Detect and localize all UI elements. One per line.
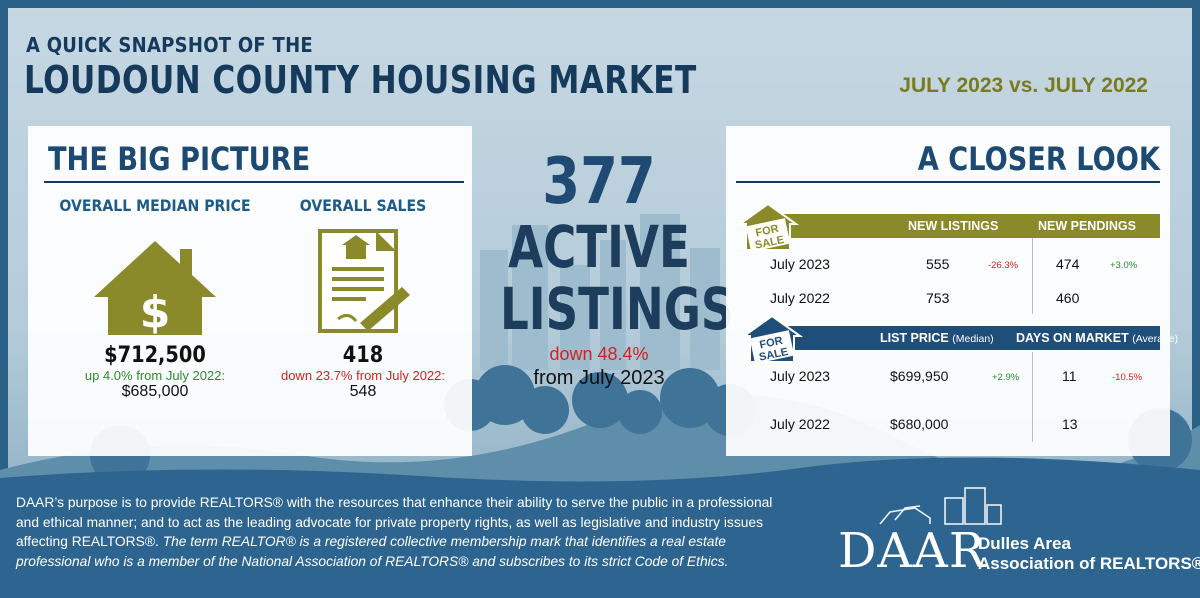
big-picture-divider bbox=[44, 181, 464, 183]
closer-look-panel: A CLOSER LOOK NEW LISTINGS NEW PENDINGS … bbox=[726, 126, 1178, 456]
logo-line1: Dulles Area bbox=[978, 534, 1071, 553]
t2-row1-price-delta: +2.9% bbox=[992, 372, 1020, 383]
table2-divider bbox=[1032, 352, 1033, 442]
house-dollar-icon: $ bbox=[42, 215, 268, 341]
new-listings-header: NEW LISTINGS bbox=[908, 219, 999, 233]
overall-sales-label: OVERALL SALES bbox=[299, 196, 427, 215]
t2-row2-days: 13 bbox=[1062, 416, 1078, 432]
for-sale-house-icon: FOR SALE bbox=[740, 314, 804, 364]
table2-header-bar: LIST PRICE (Median) DAYS ON MARKET (Aver… bbox=[772, 326, 1178, 350]
overall-sales-metric: OVERALL SALES 418 down 23.7% from July 2… bbox=[278, 196, 448, 401]
t2-row2-label: July 2022 bbox=[770, 416, 830, 432]
logo-wordmark: DAAR bbox=[838, 523, 986, 579]
header-kicker: A QUICK SNAPSHOT OF THE bbox=[26, 33, 313, 57]
active-word: ACTIVE bbox=[508, 213, 690, 281]
new-pendings-header: NEW PENDINGS bbox=[1038, 219, 1136, 233]
daar-logo: DAAR Dulles Area Association of REALTORS… bbox=[832, 486, 1200, 586]
for-sale-house-icon: FOR SALE bbox=[736, 202, 800, 252]
t1-row1-pendings-delta: +3.0% bbox=[1110, 260, 1138, 271]
svg-text:FOR: FOR bbox=[759, 335, 784, 352]
contract-signature-icon bbox=[278, 215, 448, 335]
svg-text:SALE: SALE bbox=[754, 234, 785, 252]
closer-look-divider bbox=[736, 181, 1160, 183]
t2-row2-price: $680,000 bbox=[890, 416, 949, 432]
table1-divider bbox=[1032, 238, 1033, 314]
comparison-period: JULY 2023 vs. JULY 2022 bbox=[899, 74, 1148, 97]
svg-text:$: $ bbox=[140, 287, 171, 335]
t2-row1-days-delta: -10.5% bbox=[1112, 372, 1143, 383]
median-price-change: up 4.0% from July 2022: bbox=[84, 368, 226, 383]
median-price-value: $712,500 bbox=[104, 343, 206, 368]
days-on-market-qualifier: (Average) bbox=[1132, 333, 1179, 345]
svg-text:SALE: SALE bbox=[758, 346, 789, 364]
median-price-metric: OVERALL MEDIAN PRICE $ $712,500 up 4.0% … bbox=[42, 196, 268, 401]
t1-row1-pendings: 474 bbox=[1056, 256, 1080, 272]
footer-purpose: DAAR’s purpose is to provide REALTORS® w… bbox=[16, 495, 773, 549]
listings-word: LISTINGS bbox=[499, 275, 734, 343]
big-picture-title: THE BIG PICTURE bbox=[48, 140, 311, 178]
median-price-prior: $685,000 bbox=[121, 383, 189, 400]
footer-disclaimer: DAAR’s purpose is to provide REALTORS® w… bbox=[16, 493, 776, 571]
t2-row1-price: $699,950 bbox=[890, 368, 949, 384]
header: A QUICK SNAPSHOT OF THE LOUDOUN COUNTY H… bbox=[0, 0, 1200, 118]
footer-trademark-note: The term REALTOR® is a registered collec… bbox=[16, 534, 729, 569]
active-listings-from: from July 2023 bbox=[533, 367, 665, 389]
page-title: LOUDOUN COUNTY HOUSING MARKET bbox=[24, 58, 697, 102]
t1-row1-listings-delta: -26.3% bbox=[988, 260, 1019, 271]
overall-sales-prior: 548 bbox=[349, 383, 377, 400]
t1-row1-listings: 555 bbox=[926, 256, 950, 272]
overall-sales-value: 418 bbox=[342, 343, 384, 368]
active-listings-change: down 48.4% bbox=[549, 344, 649, 364]
overall-sales-change: down 23.7% from July 2022: bbox=[280, 368, 446, 383]
list-price-qualifier: (Median) bbox=[952, 333, 994, 345]
days-on-market-header: DAYS ON MARKET bbox=[1016, 331, 1129, 345]
t1-row2-label: July 2022 bbox=[770, 290, 830, 306]
median-price-label: OVERALL MEDIAN PRICE bbox=[59, 196, 251, 215]
big-picture-panel: THE BIG PICTURE OVERALL MEDIAN PRICE $ $… bbox=[28, 126, 472, 456]
t2-row1-days: 11 bbox=[1062, 368, 1077, 384]
active-listings-count: 377 bbox=[542, 145, 656, 219]
t1-row2-pendings: 460 bbox=[1056, 290, 1080, 306]
closer-look-title: A CLOSER LOOK bbox=[917, 140, 1160, 178]
table1-header-bar: NEW LISTINGS NEW PENDINGS bbox=[772, 214, 1160, 238]
logo-line2: Association of REALTORS® bbox=[978, 554, 1200, 573]
t1-row2-listings: 753 bbox=[926, 290, 950, 306]
list-price-header: LIST PRICE bbox=[880, 331, 949, 345]
t1-row1-label: July 2023 bbox=[770, 256, 830, 272]
svg-text:FOR: FOR bbox=[755, 223, 780, 240]
active-listings-callout: 377 ACTIVE LISTINGS down 48.4% from July… bbox=[472, 145, 734, 390]
t2-row1-label: July 2023 bbox=[770, 368, 830, 384]
